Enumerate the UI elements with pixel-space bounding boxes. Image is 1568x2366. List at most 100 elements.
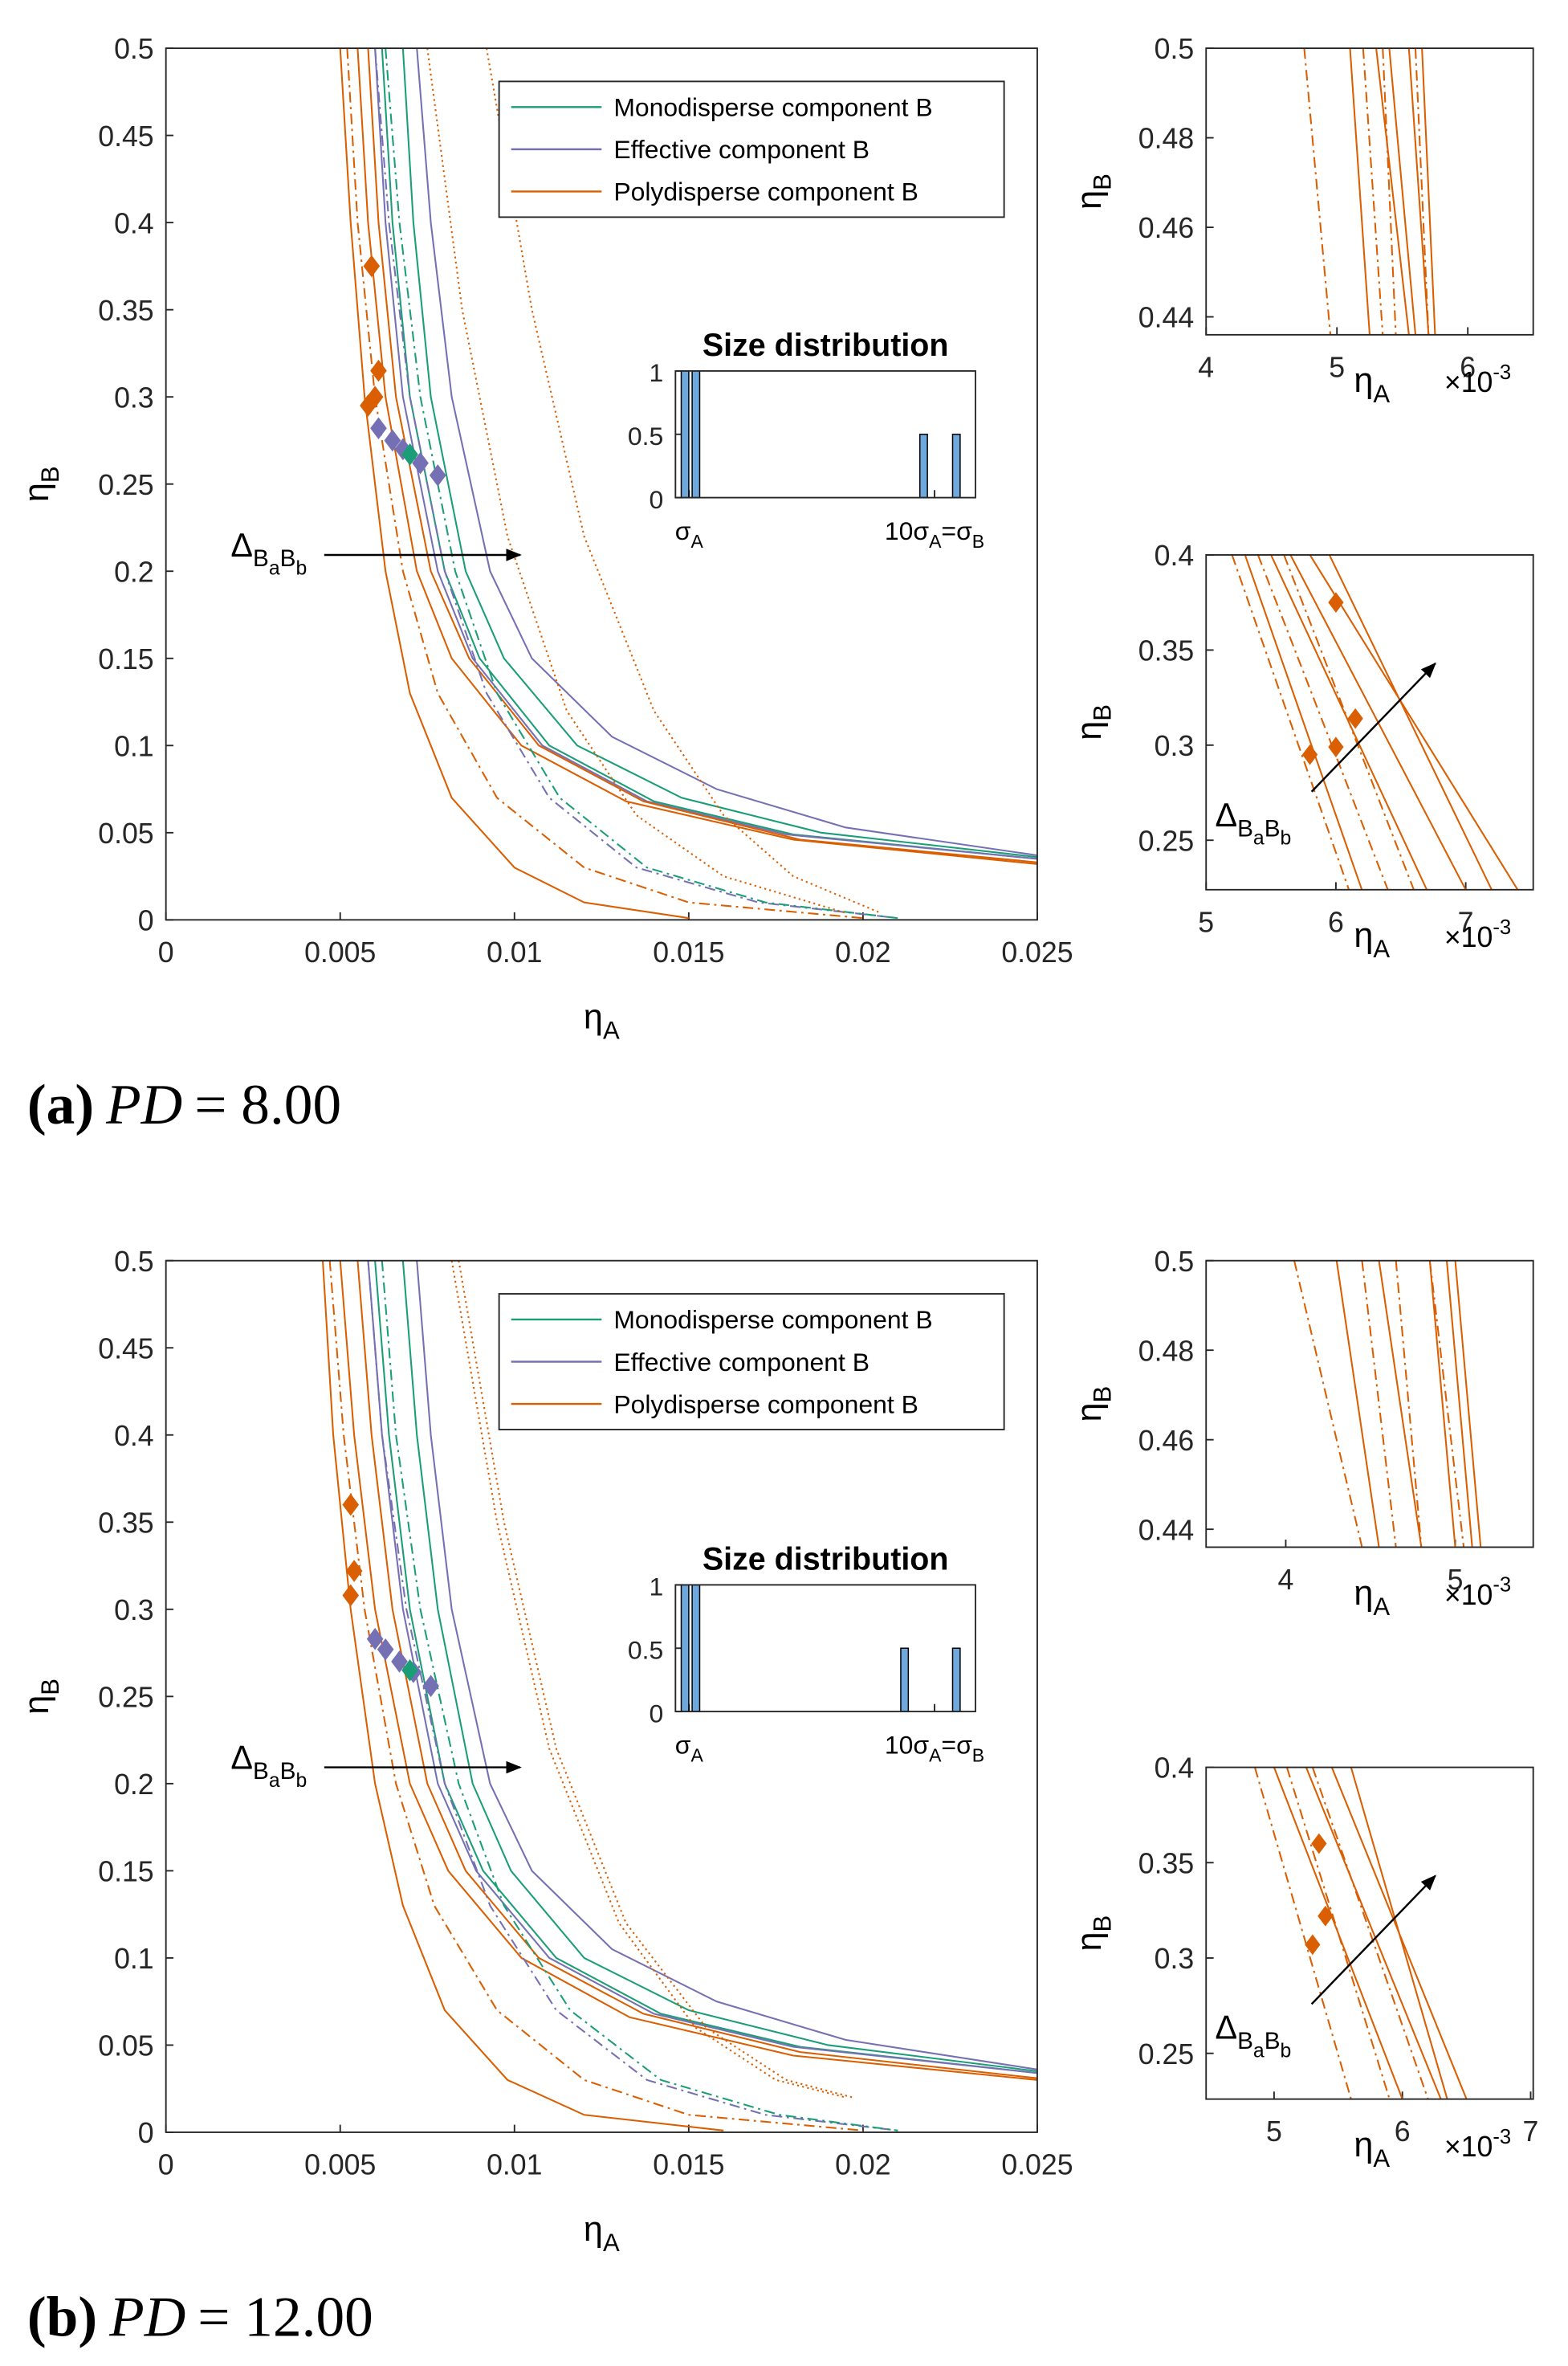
x-axis-label: ηA (1354, 1574, 1390, 1621)
y-axis-label-part: η (1070, 721, 1109, 740)
annotation-part: Δ (230, 527, 253, 564)
x-axis-label-part: η (1354, 2126, 1373, 2164)
y-axis-label-part: B (1089, 173, 1117, 190)
y-tick-label: 0.35 (1138, 1847, 1194, 1879)
curve (1335, 1260, 1380, 1548)
annotation-part: B (1265, 2028, 1281, 2054)
diamond-marker (1328, 592, 1344, 614)
diamond-marker (1311, 1833, 1327, 1854)
y-tick-label: 0.48 (1138, 1335, 1194, 1367)
caption: (b) PD = 12.00 (27, 2285, 373, 2348)
y-tick-label: 0.5 (1155, 33, 1195, 65)
x-tick-label: 0 (158, 936, 174, 969)
plot-area (675, 1585, 975, 1712)
curve (1388, 48, 1417, 335)
curve (374, 1260, 1037, 2074)
bar (680, 370, 690, 499)
curve (401, 48, 1037, 859)
diamond-marker (1301, 744, 1318, 765)
x-axis-label: ηA (1354, 916, 1390, 963)
curve (1395, 1260, 1423, 1548)
chart-panel: 0 0.005 0.01 0.015 0.02 0.025 0 0.05 0.1 0.15 0.2 0… (18, 33, 1073, 1136)
legend: Monodisperse component B Effective compon… (498, 80, 1005, 218)
annotation-part: b (1281, 2040, 1292, 2062)
diamond-marker (342, 1493, 360, 1516)
curve (385, 48, 898, 920)
x-tick-label: 7 (1458, 906, 1474, 938)
y-axis-label: ηB (1070, 1915, 1117, 1952)
x-tick-label: 0.025 (1001, 2149, 1073, 2181)
curve (1362, 48, 1384, 335)
x-tick-label: 0.02 (835, 2149, 890, 2181)
y-tick-label: 0.45 (98, 1332, 153, 1365)
x-tick-label: 6 (1328, 906, 1344, 938)
diamond-marker (370, 359, 387, 382)
curve (1382, 48, 1397, 335)
y-tick-label: 0.25 (1138, 2038, 1194, 2070)
y-axis-label-part: B (1089, 1915, 1117, 1932)
curve (1428, 1260, 1456, 1548)
curve (1311, 1767, 1429, 2099)
y-tick-label: 0.3 (114, 381, 154, 414)
axes-box (1205, 47, 1534, 336)
annotation-part: a (269, 558, 280, 580)
y-tick-label: 0.2 (114, 1768, 154, 1801)
curve (356, 1260, 1037, 2079)
curve (321, 1260, 724, 2131)
y-tick-label: 0.44 (1138, 302, 1194, 334)
y-tick-label: 0.4 (114, 207, 154, 239)
x-tick-label: 5 (1266, 2115, 1282, 2148)
curve (1285, 1767, 1391, 2099)
diamond-marker (429, 464, 446, 487)
y-axis-label-part: η (1070, 1402, 1109, 1422)
bar (900, 1647, 910, 1712)
diamond-marker (366, 1627, 384, 1650)
curve (367, 1260, 898, 2131)
diamond-marker (370, 417, 387, 440)
y-tick-label: 0 (650, 485, 664, 514)
annotation-part: a (269, 1770, 280, 1792)
x-tick-label-part: A (929, 1744, 942, 1765)
x-tick-label: σA (675, 516, 704, 552)
diamond-marker (1305, 1934, 1321, 1956)
y-tick-label: 0.35 (98, 1507, 153, 1539)
curve (1378, 1260, 1423, 1548)
annotation-part: B (1237, 815, 1253, 842)
x-axis-multiplier-part: -3 (1493, 1574, 1511, 1597)
curve (1421, 48, 1436, 335)
x-tick-label: 5 (1329, 351, 1345, 383)
inset-title: Size distribution (703, 328, 949, 363)
curve (1309, 554, 1519, 890)
y-tick-label: 0.2 (114, 556, 154, 588)
y-axis-label: ηB (1070, 173, 1117, 210)
annotation: ΔBaBb (1216, 797, 1292, 850)
curve (1293, 1260, 1363, 1548)
y-axis-label: ηB (18, 1679, 64, 1715)
arrow (1310, 662, 1436, 793)
x-tick-label-part: σ (675, 516, 691, 545)
x-tick-label-part: A (690, 1744, 703, 1765)
y-tick-label: 0.5 (628, 422, 663, 451)
diamond-marker (342, 1584, 360, 1607)
y-axis-label-part: B (36, 1679, 64, 1695)
lines (1293, 1260, 1482, 1548)
axes-box (674, 1584, 976, 1713)
caption-part: = 12.00 (198, 2285, 373, 2348)
x-tick-label: 0.005 (304, 936, 376, 969)
diamond-marker (391, 1650, 408, 1673)
plot-area (675, 370, 975, 498)
curve (1407, 48, 1430, 335)
x-tick-label: 6 (1460, 351, 1476, 383)
curve (1428, 1260, 1465, 1548)
y-tick-label: 0.3 (1155, 730, 1195, 762)
annotation-part: B (1237, 2028, 1253, 2054)
x-axis-multiplier-part: ×10 (1444, 366, 1493, 398)
annotation-part: Δ (230, 1739, 253, 1776)
curve (1414, 48, 1430, 335)
diamond-marker (401, 443, 418, 466)
diamond-marker (1328, 736, 1344, 758)
y-tick-label: 0.25 (1138, 825, 1194, 857)
annotation-part: b (295, 1770, 307, 1792)
y-axis-label-part: B (36, 466, 64, 483)
